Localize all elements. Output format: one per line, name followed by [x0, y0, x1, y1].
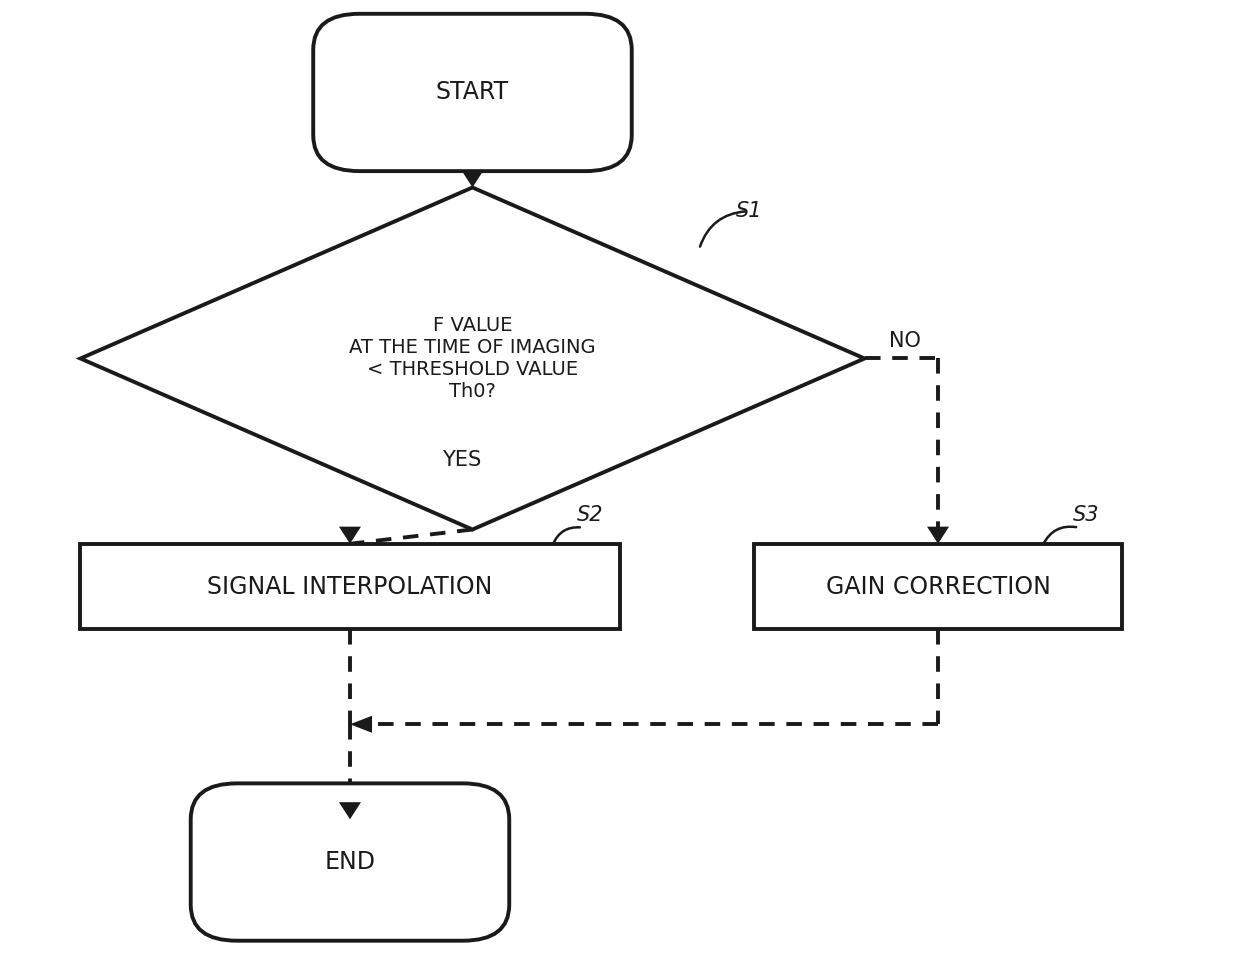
Bar: [81, 544, 620, 629]
Polygon shape: [339, 526, 361, 544]
Polygon shape: [927, 526, 949, 544]
Text: S1: S1: [736, 201, 762, 221]
Bar: [755, 544, 1121, 629]
Polygon shape: [81, 187, 865, 529]
Text: F VALUE
AT THE TIME OF IMAGING
< THRESHOLD VALUE
Th0?: F VALUE AT THE TIME OF IMAGING < THRESHO…: [349, 316, 596, 401]
Text: YES: YES: [442, 450, 481, 470]
Text: S3: S3: [1073, 505, 1099, 524]
Polygon shape: [461, 171, 483, 187]
Text: SIGNAL INTERPOLATION: SIGNAL INTERPOLATION: [207, 575, 493, 599]
Text: NO: NO: [890, 332, 921, 352]
Polygon shape: [349, 715, 372, 733]
Polygon shape: [339, 802, 361, 819]
Text: END: END: [325, 850, 375, 874]
FancyBboxPatch shape: [191, 784, 509, 941]
FancyBboxPatch shape: [313, 13, 632, 172]
Text: S2: S2: [576, 505, 603, 524]
Text: START: START: [436, 80, 509, 104]
Text: GAIN CORRECTION: GAIN CORRECTION: [825, 575, 1051, 599]
